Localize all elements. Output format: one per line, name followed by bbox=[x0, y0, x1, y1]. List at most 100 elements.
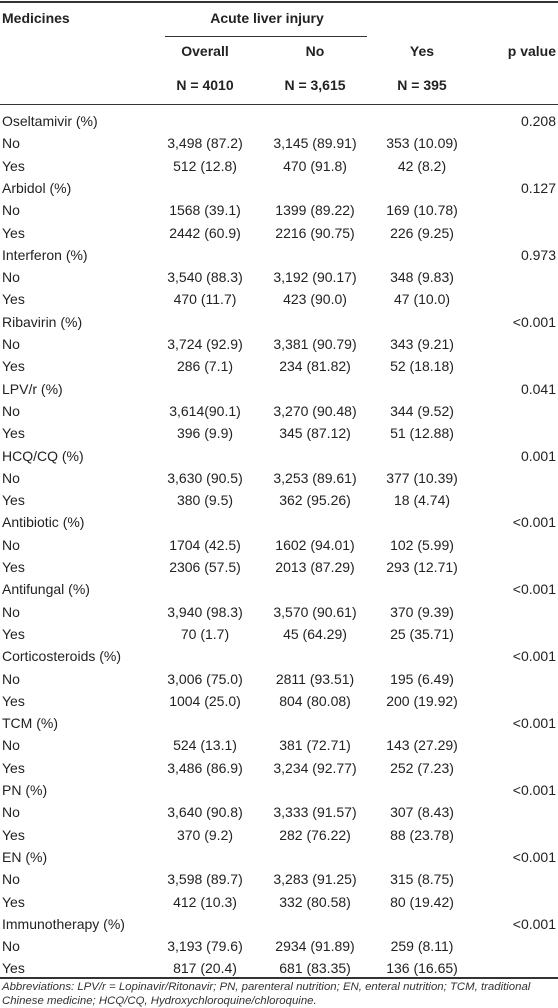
cell: 3,381 (90.79) bbox=[273, 336, 357, 352]
row-label: Yes bbox=[2, 759, 25, 776]
cell: 42 (8.2) bbox=[397, 157, 447, 174]
cell: 3,283 (91.25) bbox=[273, 871, 357, 888]
cell: 3,940 (98.3) bbox=[167, 603, 243, 620]
cell: 681 (83.35) bbox=[279, 960, 351, 977]
cell: 470 (91.8) bbox=[283, 157, 347, 174]
cell: 3,498 (87.2) bbox=[167, 135, 243, 152]
row-label: No bbox=[2, 135, 20, 152]
cell: 282 (76.22) bbox=[279, 826, 351, 843]
cell: 3,192 (90.17) bbox=[273, 269, 357, 286]
p-value: <0.001 bbox=[512, 514, 556, 531]
cell: 293 (12.71) bbox=[386, 559, 458, 575]
cell: 2934 (91.89) bbox=[275, 938, 355, 955]
row-label: No bbox=[2, 737, 20, 754]
p-value: <0.001 bbox=[512, 581, 556, 598]
row-label: Yes bbox=[2, 692, 25, 709]
row-label: Yes bbox=[2, 358, 25, 375]
row-label: Yes bbox=[2, 157, 25, 174]
cell: 345 (87.12) bbox=[279, 425, 351, 442]
cell: 307 (8.43) bbox=[390, 804, 454, 821]
cell: 47 (10.0) bbox=[393, 291, 451, 308]
cell: 52 (18.18) bbox=[390, 358, 454, 375]
cell: 377 (10.39) bbox=[386, 469, 458, 486]
row-label: No bbox=[2, 603, 20, 620]
cell: 396 (9.9) bbox=[176, 425, 234, 442]
cell: 226 (9.25) bbox=[390, 224, 454, 241]
cell: 3,640 (90.8) bbox=[167, 804, 243, 821]
cell: 362 (95.26) bbox=[279, 492, 351, 509]
drug-name: Immunotherapy (%) bbox=[2, 915, 125, 932]
row-label: No bbox=[2, 536, 20, 553]
cell: 332 (80.58) bbox=[279, 893, 351, 910]
cell: 344 (9.52) bbox=[390, 402, 454, 419]
row-label: Yes bbox=[2, 224, 25, 241]
cell: 3,630 (90.5) bbox=[167, 469, 243, 486]
cell: 3,598 (89.7) bbox=[167, 871, 243, 888]
drug-name: Corticosteroids (%) bbox=[2, 648, 122, 665]
cell: 2442 (60.9) bbox=[169, 224, 241, 241]
cell: 143 (27.29) bbox=[386, 737, 458, 754]
row-label: No bbox=[2, 269, 20, 286]
cell: 136 (16.65) bbox=[386, 960, 458, 977]
p-value: <0.001 bbox=[512, 782, 556, 798]
cell: 3,486 (86.9) bbox=[167, 759, 243, 776]
row-label: Yes bbox=[2, 492, 25, 509]
cell: 102 (5.99) bbox=[390, 536, 454, 553]
p-value: <0.001 bbox=[512, 313, 556, 330]
bottom-rule bbox=[0, 977, 558, 979]
cell: 817 (20.4) bbox=[173, 960, 237, 977]
p-value: 0.208 bbox=[520, 113, 556, 129]
row-label: No bbox=[2, 871, 20, 888]
p-value: <0.001 bbox=[512, 648, 556, 665]
row-label: Yes bbox=[2, 893, 25, 910]
cell: 423 (90.0) bbox=[283, 291, 347, 308]
cell: 45 (64.29) bbox=[283, 625, 347, 642]
column-header: Overall bbox=[181, 43, 229, 59]
cell: 286 (7.1) bbox=[176, 358, 234, 375]
column-header: No bbox=[305, 43, 325, 59]
cell: 348 (9.83) bbox=[390, 269, 454, 286]
cell: 3,540 (88.3) bbox=[167, 269, 243, 286]
row-label: No bbox=[2, 402, 20, 419]
cell: 80 (19.42) bbox=[390, 893, 454, 910]
cell: 315 (8.75) bbox=[390, 871, 454, 888]
row-label: Yes bbox=[2, 960, 25, 977]
drug-name: Interferon (%) bbox=[2, 246, 88, 263]
cell: 3,614(90.1) bbox=[169, 402, 241, 419]
cell: 2306 (57.5) bbox=[169, 559, 241, 575]
cell: 380 (9.5) bbox=[176, 492, 234, 509]
cell: 370 (9.2) bbox=[176, 826, 234, 843]
cell: 381 (72.71) bbox=[279, 737, 351, 754]
p-value: 0.041 bbox=[520, 380, 556, 397]
cell: 412 (10.3) bbox=[173, 893, 237, 910]
row-label: Yes bbox=[2, 625, 25, 642]
p-value: 0.001 bbox=[520, 447, 556, 464]
row-label: Yes bbox=[2, 559, 25, 575]
row-label: Yes bbox=[2, 826, 25, 843]
cell: 51 (12.88) bbox=[390, 425, 454, 442]
drug-name: Arbidol (%) bbox=[2, 179, 72, 196]
drug-name: Oseltamivir (%) bbox=[2, 113, 98, 129]
column-header: p value bbox=[507, 43, 556, 59]
group-header: Acute liver injury bbox=[210, 10, 324, 26]
drug-name: EN (%) bbox=[2, 848, 48, 865]
cell: 18 (4.74) bbox=[393, 492, 451, 509]
p-value: 0.973 bbox=[520, 246, 556, 263]
cell: 252 (7.23) bbox=[390, 759, 454, 776]
cell: 1704 (42.5) bbox=[169, 536, 241, 553]
row-label: Yes bbox=[2, 291, 25, 308]
p-value: 0.127 bbox=[520, 179, 556, 196]
cell: 3,253 (89.61) bbox=[273, 469, 357, 486]
drug-name: LPV/r (%) bbox=[2, 380, 63, 397]
drug-name: HCQ/CQ (%) bbox=[2, 447, 84, 464]
cell: 88 (23.78) bbox=[390, 826, 454, 843]
row-label: No bbox=[2, 804, 20, 821]
cell: 1004 (25.0) bbox=[169, 692, 241, 709]
cell: 2013 (87.29) bbox=[275, 559, 355, 575]
row-label: Yes bbox=[2, 425, 25, 442]
cell: 259 (8.11) bbox=[390, 938, 454, 955]
cell: 524 (13.1) bbox=[173, 737, 237, 754]
row-label: No bbox=[2, 938, 20, 955]
cell: 804 (80.08) bbox=[279, 692, 351, 709]
